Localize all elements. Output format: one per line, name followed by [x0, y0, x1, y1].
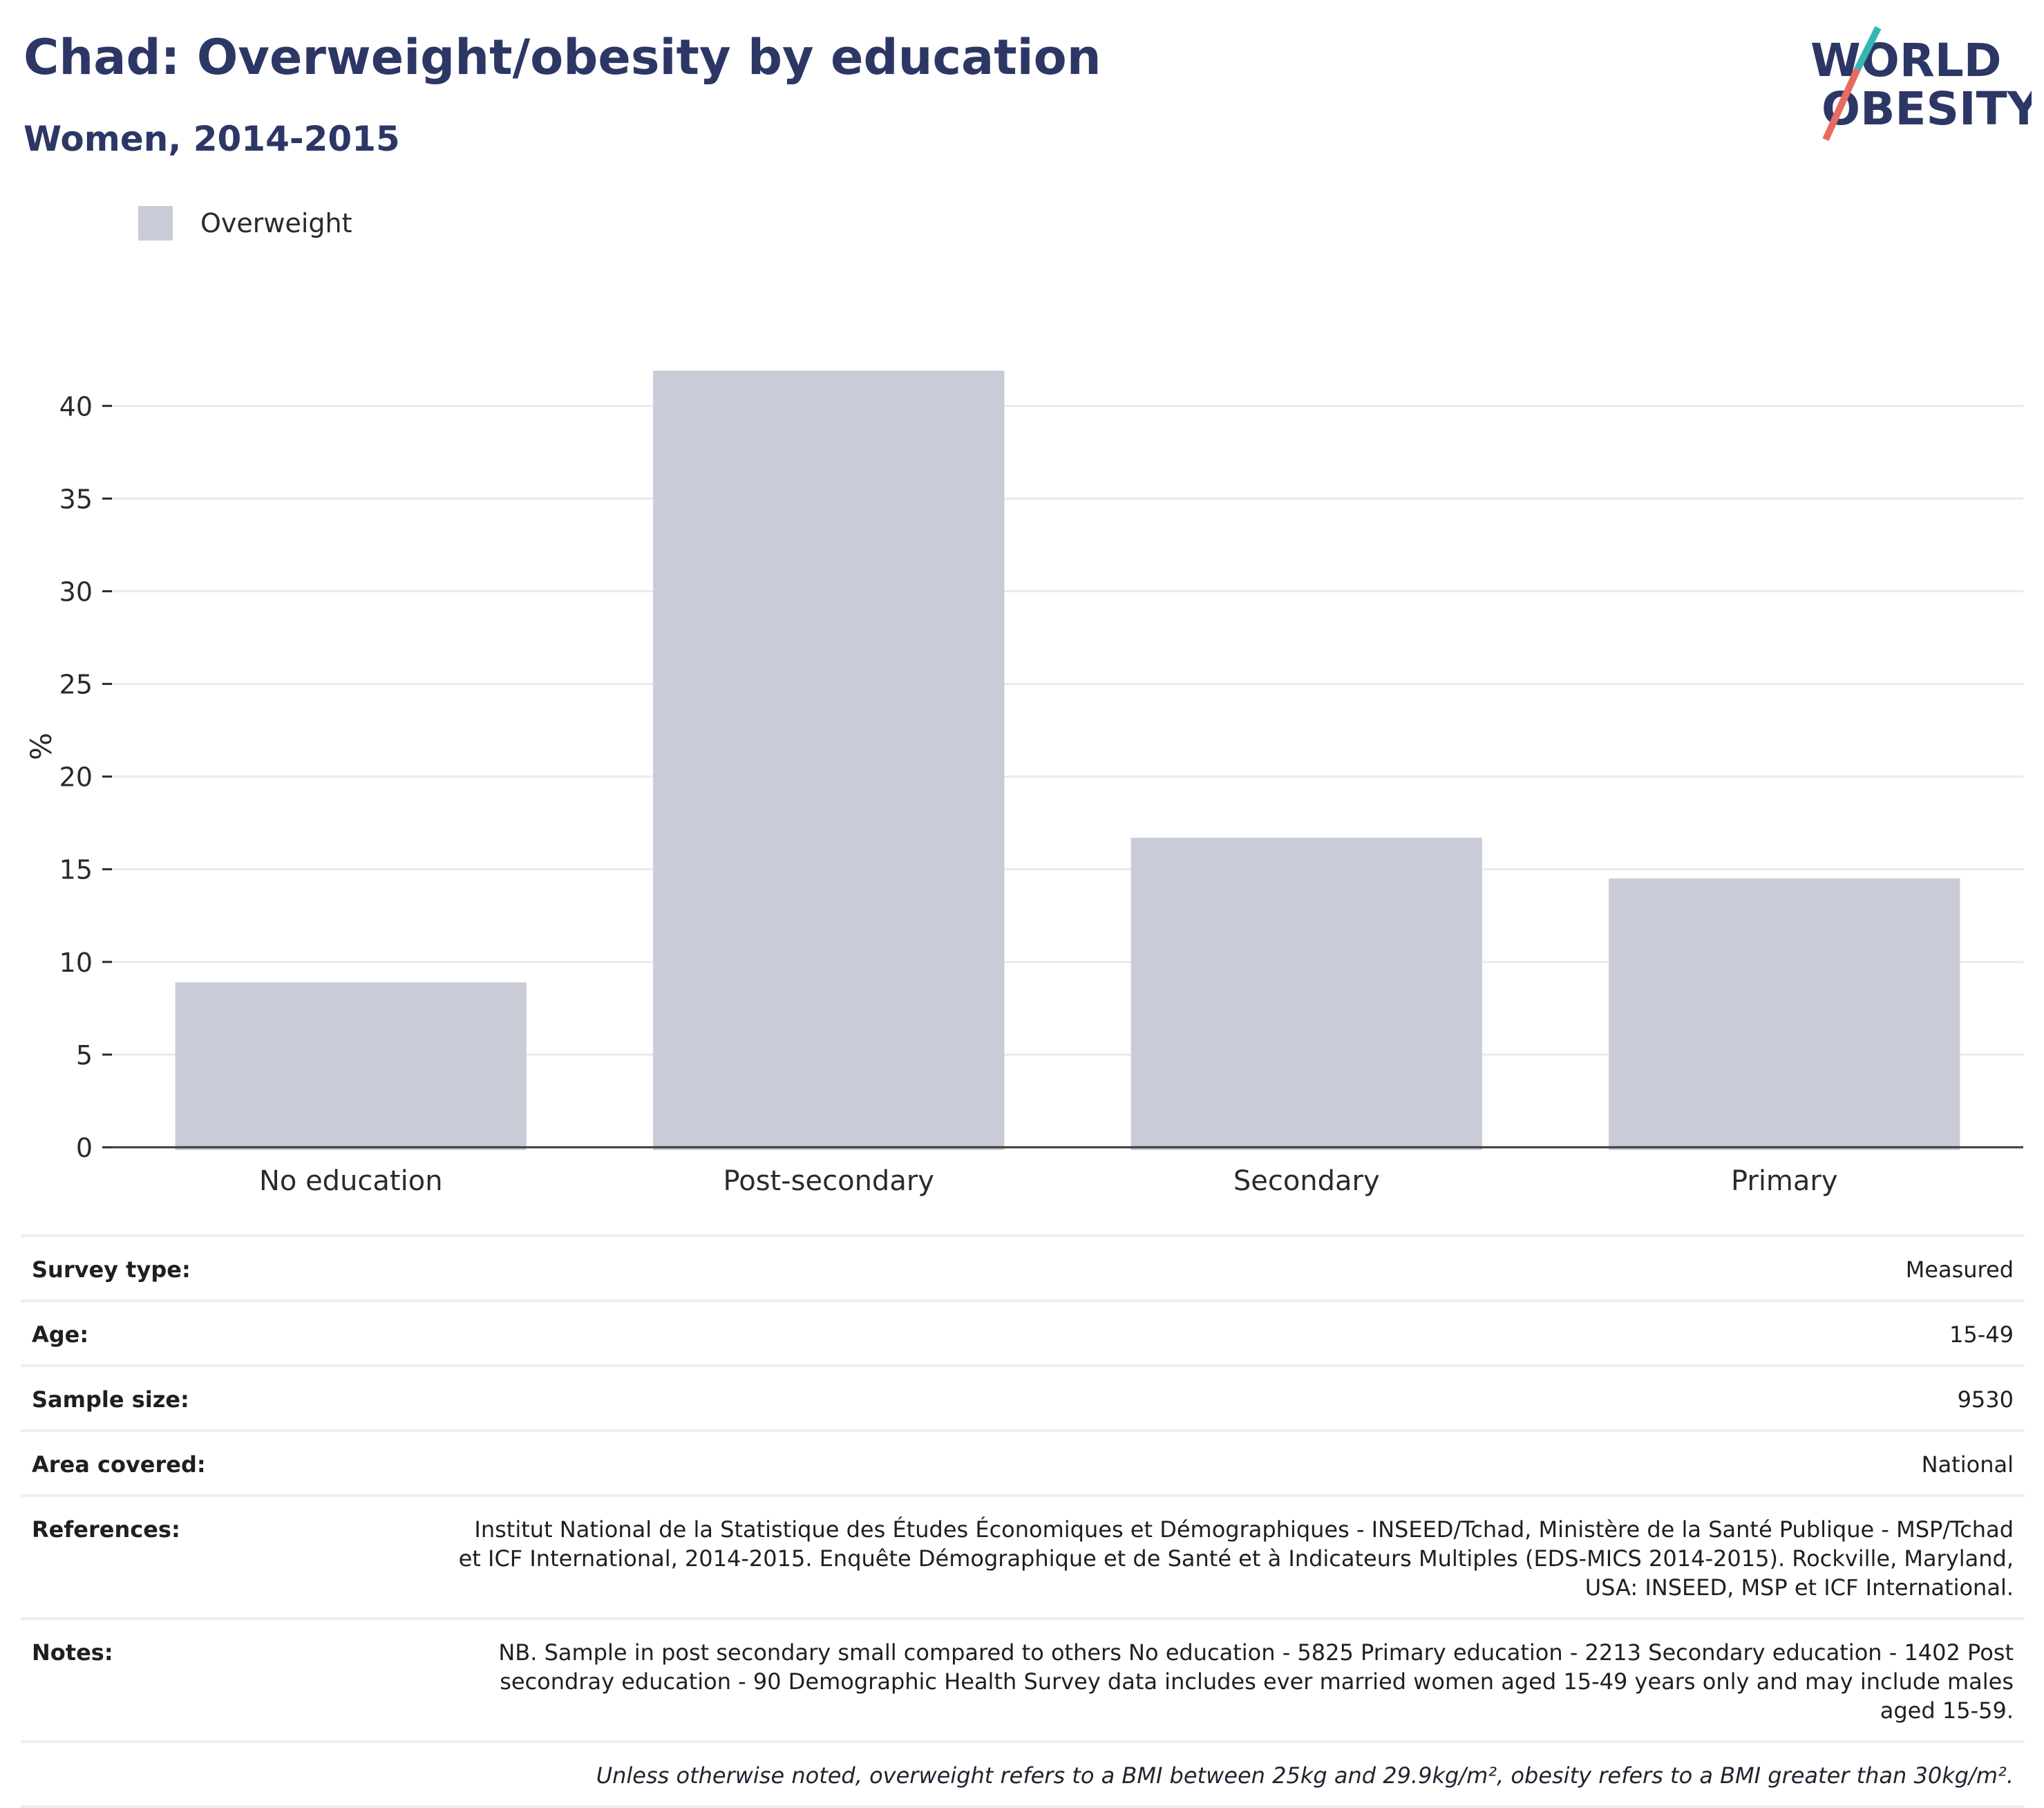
- meta-value: NB. Sample in post secondary small compa…: [498, 1639, 2014, 1724]
- meta-label: Area covered:: [32, 1451, 206, 1478]
- bar-post-secondary[interactable]: [653, 370, 1005, 1151]
- meta-row-age: Age: 15-49: [21, 1299, 2025, 1364]
- bars: [175, 370, 1960, 1151]
- meta-label: Sample size:: [32, 1386, 189, 1413]
- meta-row-notes: Notes: NB. Sample in post secondary smal…: [21, 1617, 2025, 1740]
- bmi-footnote: Unless otherwise noted, overweight refer…: [596, 1762, 2014, 1789]
- legend-label-overweight: Overweight: [200, 208, 352, 238]
- bar-chart: 0 5 10 15 20 25 30 35 40 No education Post-second…: [24, 370, 2023, 1197]
- world-obesity-logo: WORLD OBESITY: [1810, 26, 2032, 142]
- meta-value: National: [1921, 1451, 2014, 1478]
- y-tick-label: 25: [59, 670, 93, 700]
- y-tick-label: 40: [59, 391, 93, 422]
- y-tick-label: 0: [76, 1133, 93, 1163]
- meta-label: Age:: [32, 1321, 89, 1348]
- meta-value: Measured: [1905, 1256, 2014, 1283]
- x-axis-ticks: No education Post-secondary Secondary Prima…: [259, 1165, 1838, 1197]
- x-tick-label: Secondary: [1233, 1165, 1380, 1197]
- y-tick-label: 30: [59, 576, 93, 607]
- meta-label: Survey type:: [32, 1256, 191, 1283]
- x-tick-label: Post-secondary: [723, 1165, 934, 1197]
- chart-subtitle: Women, 2014-2015: [23, 119, 400, 159]
- y-tick-label: 5: [76, 1040, 93, 1071]
- meta-row-sample-size: Sample size: 9530: [21, 1364, 2025, 1429]
- y-tick-label: 35: [59, 484, 93, 514]
- logo-word-world: WORLD: [1810, 34, 2002, 87]
- meta-label: References:: [32, 1516, 180, 1543]
- chart-title: Chad: Overweight/obesity by education: [23, 29, 1101, 86]
- legend: Overweight: [138, 205, 352, 242]
- bar-primary[interactable]: [1609, 878, 1960, 1150]
- meta-row-survey-type: Survey type: Measured: [21, 1234, 2025, 1299]
- x-tick-label: Primary: [1731, 1165, 1838, 1197]
- meta-value: Institut National de la Statistique des …: [458, 1516, 2014, 1601]
- bar-no-education[interactable]: [175, 982, 527, 1150]
- y-tick-label: 10: [59, 948, 93, 978]
- logo-word-obesity: OBESITY: [1821, 82, 2032, 135]
- x-tick-label: No education: [259, 1165, 443, 1197]
- y-tick-label: 20: [59, 762, 93, 793]
- logo-slash-red: [1822, 67, 1861, 142]
- meta-row-footnote: Unless otherwise noted, overweight refer…: [21, 1740, 2025, 1808]
- meta-value: 9530: [1957, 1386, 2014, 1413]
- y-axis-ticks: 0 5 10 15 20 25 30 35 40: [59, 391, 112, 1163]
- bar-secondary[interactable]: [1130, 838, 1482, 1150]
- meta-row-area-covered: Area covered: National: [21, 1429, 2025, 1494]
- y-tick-label: 15: [59, 855, 93, 885]
- survey-info-table: Survey type: Measured Age: 15-49 Sample …: [21, 1234, 2025, 1808]
- legend-swatch-overweight: [138, 206, 173, 241]
- meta-row-references: References: Institut National de la Stat…: [21, 1494, 2025, 1617]
- meta-value: 15-49: [1949, 1321, 2014, 1348]
- y-axis-label: %: [24, 733, 58, 760]
- logo-slash-teal: [1854, 26, 1882, 71]
- meta-label: Notes:: [32, 1639, 113, 1666]
